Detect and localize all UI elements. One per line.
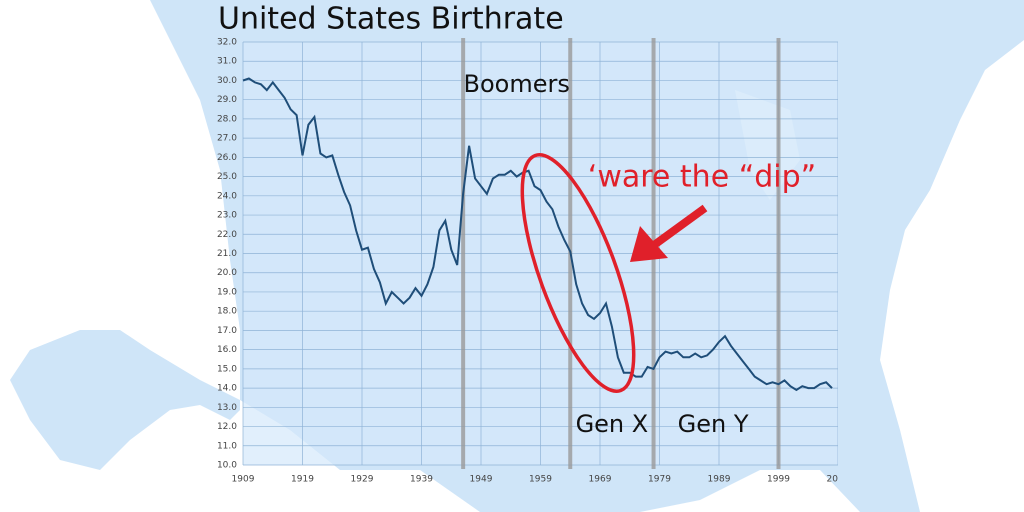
y-tick-label: 29.0	[217, 95, 237, 105]
chart-title: United States Birthrate	[218, 2, 564, 37]
data-line	[242, 77, 833, 392]
generation-label: Boomers	[464, 70, 570, 98]
y-tick-label: 17.0	[217, 326, 237, 336]
generation-label: Gen X	[576, 410, 649, 438]
x-tick-label: 1939	[410, 475, 433, 485]
y-tick-label: 21.0	[217, 249, 237, 259]
x-tick-label: 1929	[351, 475, 374, 485]
y-tick-label: 12.0	[217, 422, 237, 432]
y-tick-label: 30.0	[217, 76, 237, 86]
x-tick-label: 1999	[767, 475, 790, 485]
annotation-arrow-head	[630, 226, 668, 262]
y-tick-label: 14.0	[217, 384, 237, 394]
annotation-text: ‘ware the “dip”	[588, 160, 816, 195]
y-tick-label: 11.0	[217, 441, 237, 451]
x-tick-label: 1949	[470, 475, 493, 485]
y-tick-label: 28.0	[217, 114, 237, 124]
y-tick-label: 16.0	[217, 345, 237, 355]
x-tick-label: 1969	[589, 475, 612, 485]
y-tick-label: 18.0	[217, 307, 237, 317]
y-tick-label: 24.0	[217, 191, 237, 201]
y-tick-label: 20.0	[217, 268, 237, 278]
y-tick-label: 31.0	[217, 57, 237, 67]
y-tick-label: 19.0	[217, 287, 237, 297]
y-tick-label: 10.0	[217, 461, 237, 471]
y-tick-label: 25.0	[217, 172, 237, 182]
generation-label: Gen Y	[678, 410, 749, 438]
y-tick-label: 15.0	[217, 364, 237, 374]
y-tick-label: 32.0	[217, 38, 237, 48]
y-tick-label: 23.0	[217, 211, 237, 221]
y-tick-label: 27.0	[217, 134, 237, 144]
x-tick-label: 1989	[708, 475, 731, 485]
y-tick-label: 26.0	[217, 153, 237, 163]
annotation-arrow-shaft	[647, 204, 708, 252]
x-tick-label: 1959	[529, 475, 552, 485]
annotation-ellipse	[520, 153, 636, 393]
y-tick-label: 22.0	[217, 230, 237, 240]
x-tick-label: 1919	[291, 475, 314, 485]
x-tick-label: 1979	[648, 475, 671, 485]
x-tick-label: 1909	[232, 475, 255, 485]
x-tick-label: 2009	[827, 475, 850, 485]
y-tick-label: 13.0	[217, 403, 237, 413]
